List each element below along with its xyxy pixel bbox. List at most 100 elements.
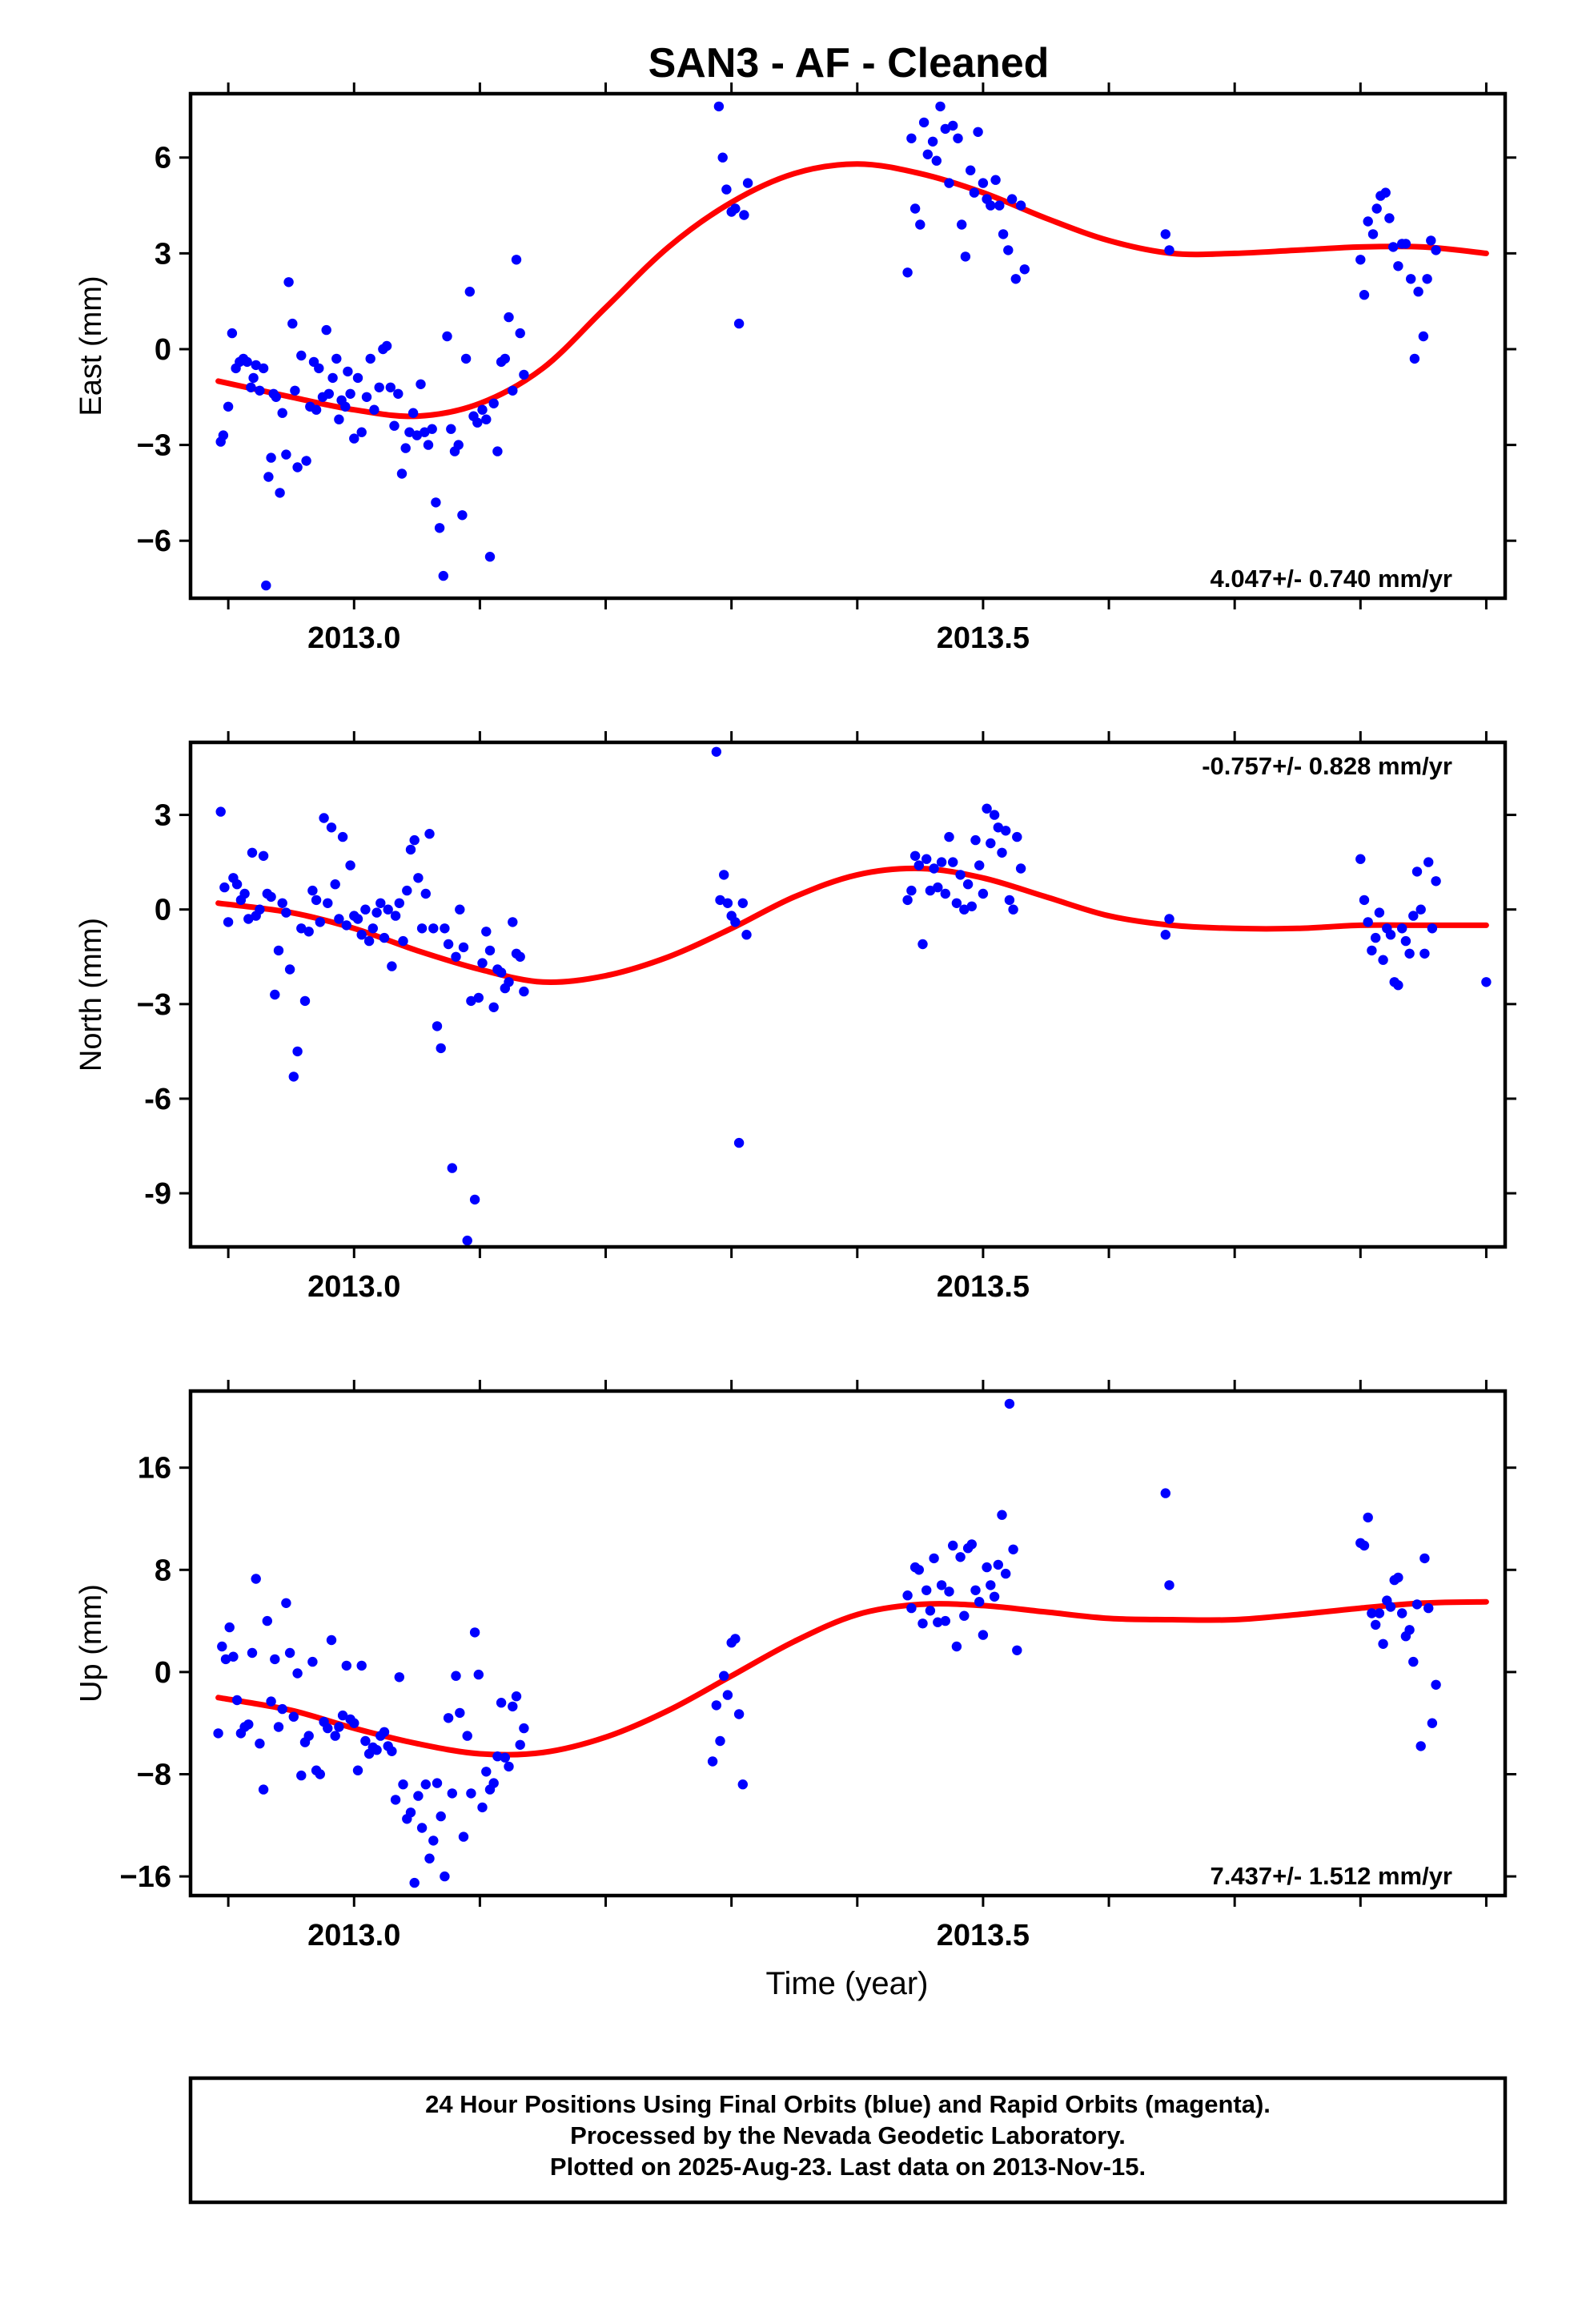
east-data-point xyxy=(935,101,946,112)
up-data-point xyxy=(349,1718,359,1728)
up-data-point xyxy=(462,1731,472,1741)
up-data-point xyxy=(1415,1741,1426,1751)
up-data-point xyxy=(715,1735,725,1747)
up-y-tick-label: 16 xyxy=(138,1452,171,1486)
up-data-point xyxy=(1359,1540,1370,1551)
east-data-point xyxy=(488,398,499,408)
north-data-point xyxy=(1385,930,1396,940)
east-data-point xyxy=(1003,245,1014,255)
east-data-point xyxy=(1367,229,1379,239)
east-data-point xyxy=(733,318,745,329)
north-data-point xyxy=(1160,930,1171,940)
east-data-point xyxy=(416,379,426,389)
up-data-point xyxy=(496,1698,507,1708)
east-data-point xyxy=(1406,274,1416,284)
east-data-point xyxy=(730,203,741,214)
up-y-axis-label: Up (mm) xyxy=(74,1584,108,1703)
east-data-point xyxy=(1010,274,1022,284)
up-data-point xyxy=(330,1731,340,1741)
up-data-point xyxy=(477,1802,488,1813)
north-data-point xyxy=(1427,923,1438,934)
up-data-point xyxy=(428,1835,439,1846)
north-data-point xyxy=(428,923,439,934)
east-data-point xyxy=(464,287,475,297)
up-data-point xyxy=(925,1606,936,1616)
east-data-point xyxy=(227,328,238,339)
east-data-point xyxy=(969,187,980,198)
north-data-point xyxy=(515,951,525,963)
east-data-point xyxy=(1363,216,1373,227)
north-data-point xyxy=(1378,955,1388,965)
up-data-point xyxy=(296,1770,307,1781)
north-data-point xyxy=(255,904,265,915)
north-data-point xyxy=(1411,866,1423,877)
east-data-point xyxy=(484,552,496,562)
north-data-point xyxy=(719,870,729,880)
east-data-point xyxy=(966,165,976,175)
north-data-point xyxy=(469,1194,480,1205)
north-x-tick-label: 2013.5 xyxy=(937,1270,1030,1304)
up-data-point xyxy=(352,1765,363,1775)
north-y-tick-labels: -9 -6 −3 0 3 xyxy=(137,799,171,1212)
up-axis-ticks xyxy=(179,1380,1516,1907)
up-data-point xyxy=(307,1656,318,1667)
east-data-point xyxy=(472,417,483,428)
up-fit-line xyxy=(215,1598,1489,1758)
east-data-point xyxy=(1426,235,1436,246)
up-data-point xyxy=(455,1707,465,1719)
east-data-point xyxy=(721,184,732,195)
north-data-point xyxy=(974,860,985,870)
east-data-point xyxy=(477,404,488,415)
up-data-point xyxy=(722,1690,733,1700)
north-data-point xyxy=(1367,945,1377,956)
east-data-point xyxy=(460,353,472,364)
north-data-point xyxy=(462,1235,472,1246)
up-data-point xyxy=(469,1627,480,1638)
north-data-point xyxy=(1374,907,1385,918)
up-fit-curve xyxy=(215,1598,1489,1758)
east-data-point xyxy=(343,366,353,377)
east-y-tick-labels: −6 −3 0 3 6 xyxy=(137,142,171,558)
up-data-point xyxy=(519,1723,529,1734)
north-data-point xyxy=(921,854,932,864)
north-data-point xyxy=(303,927,314,937)
east-data-point xyxy=(944,178,954,188)
up-data-point xyxy=(993,1559,1004,1570)
east-y-tick-label: 6 xyxy=(155,142,171,175)
up-data-point xyxy=(315,1769,325,1779)
up-y-tick-label: −16 xyxy=(120,1860,171,1894)
caption-line-2: Processed by the Nevada Geodetic Laborat… xyxy=(570,2121,1126,2149)
east-data-point xyxy=(1006,194,1018,204)
east-data-point xyxy=(277,408,287,418)
east-data-point xyxy=(1413,287,1423,297)
up-data-point xyxy=(921,1585,932,1596)
up-data-point xyxy=(948,1540,958,1551)
north-data-point xyxy=(519,986,529,997)
up-data-point xyxy=(266,1696,276,1707)
up-data-point xyxy=(733,1709,745,1719)
up-x-tick-label: 2013.0 xyxy=(307,1919,400,1952)
north-y-axis-label: North (mm) xyxy=(74,918,108,1072)
up-data-point xyxy=(243,1719,254,1730)
up-data-point xyxy=(217,1641,227,1652)
up-data-point xyxy=(394,1672,404,1683)
north-data-point xyxy=(722,898,733,909)
east-data-point xyxy=(902,267,913,278)
north-data-point xyxy=(394,898,404,909)
up-data-point xyxy=(974,1597,985,1607)
north-data-point xyxy=(477,958,488,968)
east-data-point xyxy=(953,133,963,143)
north-data-point xyxy=(1419,948,1430,959)
north-data-point xyxy=(1431,876,1441,887)
north-data-point xyxy=(466,995,476,1007)
up-data-point xyxy=(451,1671,461,1681)
east-data-point xyxy=(431,497,441,508)
up-data-point xyxy=(1423,1602,1434,1614)
north-data-point xyxy=(1371,932,1381,943)
north-data-point xyxy=(989,810,1000,820)
north-data-point xyxy=(239,888,250,899)
east-y-tick-label: 0 xyxy=(155,333,171,367)
north-data-point xyxy=(997,847,1007,858)
up-data-point xyxy=(326,1634,337,1646)
east-data-point xyxy=(396,468,408,479)
